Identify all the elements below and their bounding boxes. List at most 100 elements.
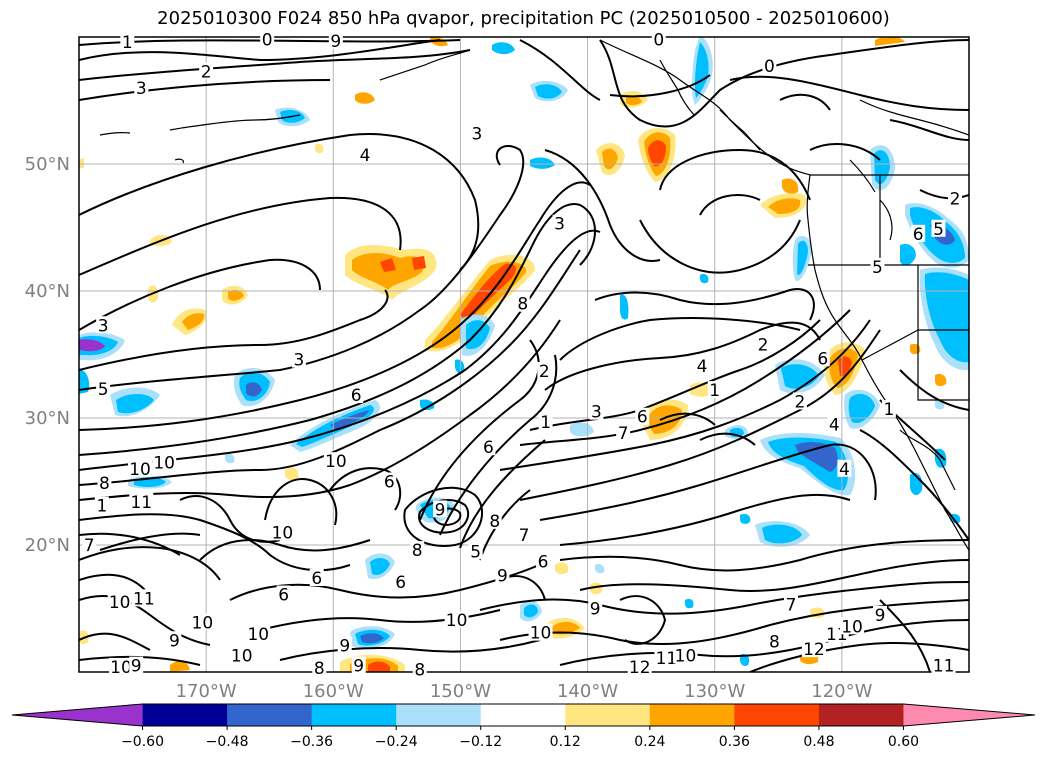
contour-label: 7 bbox=[519, 526, 530, 546]
contour-label: 11 bbox=[933, 657, 955, 677]
contour-label-bg bbox=[528, 623, 553, 641]
contour-label-bg bbox=[82, 536, 97, 553]
contour-label-bg bbox=[588, 599, 603, 617]
colorbar-tick-label: 0.12 bbox=[550, 734, 581, 750]
colorbar-bin bbox=[649, 704, 735, 726]
colorbar-tick-label: 0.60 bbox=[888, 734, 919, 750]
coastlines bbox=[99, 39, 969, 551]
contour-label: 9 bbox=[435, 500, 446, 520]
colorbar-bin bbox=[311, 704, 397, 726]
contour-label: 1 bbox=[540, 413, 551, 433]
contour-label: 10 bbox=[153, 453, 175, 473]
colorbar bbox=[11, 703, 1036, 727]
contour-label: 3 bbox=[554, 215, 565, 235]
contour-label: 2 bbox=[950, 189, 961, 209]
contour-label-bg bbox=[801, 640, 826, 658]
contour-label: 3 bbox=[472, 125, 483, 145]
contour-label-bg bbox=[589, 402, 604, 420]
contour-label: 8 bbox=[489, 512, 500, 532]
contour-label: 4 bbox=[839, 460, 850, 480]
lon-tick-label: 160°W bbox=[303, 681, 364, 702]
contour-label: 6 bbox=[817, 349, 828, 369]
contour-label: 6 bbox=[637, 408, 648, 428]
contour-label: 2 bbox=[539, 362, 550, 382]
contour-label: 11 bbox=[130, 493, 152, 513]
contour-label-bg bbox=[128, 459, 153, 477]
contour-label-bg bbox=[651, 30, 666, 48]
contour-label: 9 bbox=[590, 600, 601, 620]
contour-label: 4 bbox=[697, 357, 708, 377]
contour-label-bg bbox=[487, 511, 502, 529]
colorbar-extend-low bbox=[12, 704, 143, 726]
longitude-tick-labels: 170°W 160°W 150°W 140°W 130°W 120°W bbox=[176, 681, 873, 702]
contour-label: 5 bbox=[872, 258, 883, 278]
contour-label: 2 bbox=[758, 335, 769, 355]
contour-label: 10 bbox=[192, 613, 214, 633]
lon-tick-label: 150°W bbox=[430, 681, 491, 702]
contour-label-bg bbox=[152, 453, 177, 471]
lat-tick-label: 20°N bbox=[25, 535, 70, 556]
contour-label-bg bbox=[276, 585, 291, 603]
contour-label: 6 bbox=[311, 569, 322, 589]
colorbar-tick-label: −0.12 bbox=[459, 734, 502, 750]
contour-label-bg bbox=[870, 257, 885, 275]
colorbar-bin bbox=[818, 704, 904, 726]
contour-label: 9 bbox=[330, 32, 341, 52]
contour-label: 3 bbox=[294, 351, 305, 371]
contour-label: 6 bbox=[395, 573, 406, 593]
contour-label-bg bbox=[309, 569, 324, 587]
contour-label-bg bbox=[931, 219, 946, 237]
lon-tick-label: 140°W bbox=[557, 681, 618, 702]
contour-label-bg bbox=[246, 624, 271, 642]
contour-label-bg bbox=[784, 595, 798, 613]
contour-label: 11 bbox=[133, 589, 155, 609]
contour-label: 6 bbox=[351, 386, 362, 406]
contour-label: 7 bbox=[618, 424, 629, 444]
contour-label: 8 bbox=[314, 659, 325, 679]
contour-label-bg bbox=[190, 613, 215, 631]
contour-label-bg bbox=[358, 146, 373, 164]
colorbar-tick-label: 0.24 bbox=[634, 734, 665, 750]
contour-label: 10 bbox=[109, 593, 131, 613]
contour-label-bg bbox=[410, 541, 425, 559]
contour-label-bg bbox=[291, 350, 306, 368]
contour-label-bg bbox=[107, 593, 132, 611]
colorbar-extend-high bbox=[903, 704, 1035, 726]
colorbar-bin bbox=[480, 704, 566, 726]
contour-label-bg bbox=[199, 62, 214, 80]
contour-label-bg bbox=[707, 381, 722, 399]
colorbar-tick-label: −0.24 bbox=[375, 734, 418, 750]
contour-label: 6 bbox=[278, 586, 289, 606]
contour-label: 5 bbox=[98, 380, 109, 400]
contour-label-bg bbox=[96, 316, 111, 334]
contour-label: 12 bbox=[803, 640, 825, 660]
lon-tick-label: 120°W bbox=[811, 681, 872, 702]
contour-label: 9 bbox=[169, 631, 180, 651]
contour-label: 5 bbox=[470, 542, 481, 562]
lat-tick-label: 30°N bbox=[25, 408, 70, 429]
contour-label: 6 bbox=[483, 438, 494, 458]
contour-label: 10 bbox=[129, 460, 151, 480]
contour-label-bg bbox=[756, 335, 771, 353]
contour-label-bg bbox=[673, 646, 698, 664]
contour-label-bg bbox=[97, 473, 112, 491]
contour-label-bg bbox=[312, 659, 327, 677]
contour-label: 3 bbox=[591, 403, 602, 423]
contour-label-bg bbox=[134, 78, 149, 96]
contour-label-bg bbox=[382, 472, 397, 490]
contour-label: 11 bbox=[656, 649, 678, 669]
contour-label-bg bbox=[840, 617, 865, 635]
contour-label-bg bbox=[129, 656, 144, 674]
contour-label: 8 bbox=[99, 474, 110, 494]
contour-label: 12 bbox=[629, 658, 651, 678]
contour-label: 10 bbox=[231, 646, 253, 666]
contour-label: 2 bbox=[201, 62, 212, 82]
contour-label: 4 bbox=[829, 415, 840, 435]
contour-label-bg bbox=[948, 189, 963, 207]
contour-label-bg bbox=[129, 492, 154, 510]
contour-label-bg bbox=[444, 610, 469, 628]
contour-label-bg bbox=[815, 349, 830, 367]
contour-label: 10 bbox=[110, 658, 132, 678]
contour-label: 8 bbox=[769, 633, 780, 653]
